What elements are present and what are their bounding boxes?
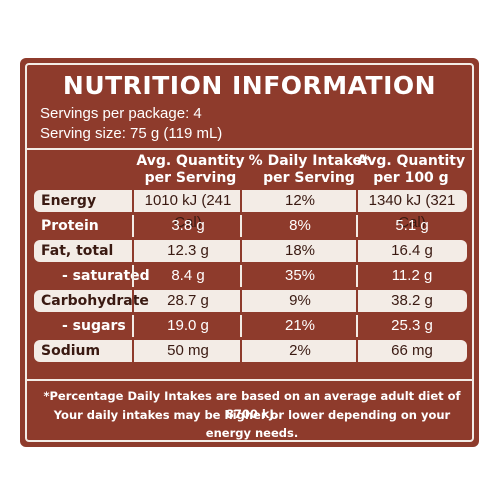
column-divider xyxy=(132,190,134,212)
column-divider xyxy=(240,190,242,212)
column-divider xyxy=(132,290,134,312)
serving-size: Serving size: 75 g (119 mL) xyxy=(40,125,223,142)
row-label: Sodium xyxy=(41,343,101,359)
row-label: - saturated xyxy=(62,268,150,284)
table-row-fat-total: Fat, total 12.3 g 18% 16.4 g xyxy=(34,240,467,262)
per-100g-value: 66 mg xyxy=(391,342,433,359)
column-divider xyxy=(356,315,358,337)
column-header-line: per Serving xyxy=(144,170,237,186)
per-serving-value: 19.0 g xyxy=(167,317,209,334)
footnote-divider xyxy=(27,379,472,381)
per-100g-value: 25.3 g xyxy=(391,317,433,334)
column-divider xyxy=(240,265,242,287)
table-row-energy: Energy 1010 kJ (241 Cal) 12% 1340 kJ (32… xyxy=(34,190,467,231)
panel-title: NUTRITION INFORMATION xyxy=(62,71,437,100)
footnote-line-2: Your daily intakes may be higher or lowe… xyxy=(53,408,451,440)
per-serving-value: 8.4 g xyxy=(171,267,205,284)
column-divider xyxy=(132,340,134,362)
per-100g-value: 11.2 g xyxy=(391,267,433,284)
column-header-line: Avg. Quantity xyxy=(136,153,245,169)
column-divider xyxy=(356,340,358,362)
column-header-line: per 100 g xyxy=(373,170,449,186)
footnote-line-1: *Percentage Daily Intakes are based on a… xyxy=(43,389,461,421)
column-divider xyxy=(356,240,358,262)
nutrition-panel: NUTRITION INFORMATION Servings per packa… xyxy=(20,58,479,447)
per-serving-value: 12.3 g xyxy=(167,242,209,259)
column-header-line: % Daily Intake* xyxy=(248,153,370,169)
column-header-avg-per-serving: Avg. Quantity per Serving xyxy=(133,153,248,187)
daily-intake-value: 21% xyxy=(284,317,316,334)
column-divider xyxy=(240,215,242,237)
per-serving-value: 3.8 g xyxy=(171,217,205,234)
column-divider xyxy=(132,240,134,262)
column-divider xyxy=(356,265,358,287)
column-divider xyxy=(132,315,134,337)
row-label: Carbohydrate xyxy=(41,293,149,309)
table-row-saturated: - saturated 8.4 g 35% 11.2 g xyxy=(34,265,467,287)
table-row-sugars: - sugars 19.0 g 21% 25.3 g xyxy=(34,315,467,337)
row-label: Protein xyxy=(41,218,99,234)
daily-intake-value: 8% xyxy=(289,217,311,234)
daily-intake-value: 18% xyxy=(284,242,316,259)
nutrition-panel-border: NUTRITION INFORMATION Servings per packa… xyxy=(25,63,474,442)
per-100g-value: 5.1 g xyxy=(395,217,429,234)
column-divider xyxy=(132,265,134,287)
row-label: - sugars xyxy=(62,318,126,334)
column-divider xyxy=(240,315,242,337)
per-serving-value: 28.7 g xyxy=(167,292,209,309)
per-serving-value: 50 mg xyxy=(167,342,209,359)
column-divider xyxy=(132,215,134,237)
column-divider xyxy=(240,340,242,362)
per-100g-value: 16.4 g xyxy=(391,242,433,259)
per-100g-value: 1340 kJ (321 Cal) xyxy=(368,192,456,231)
servings-per-package: Servings per package: 4 xyxy=(40,105,202,122)
daily-intake-value: 2% xyxy=(289,342,311,359)
column-divider xyxy=(240,290,242,312)
column-header-line: per Serving xyxy=(263,170,355,186)
daily-intake-value: 9% xyxy=(289,292,311,309)
column-divider xyxy=(356,190,358,212)
per-100g-value: 38.2 g xyxy=(391,292,433,309)
header-divider xyxy=(27,148,472,150)
column-divider xyxy=(356,290,358,312)
column-divider xyxy=(240,240,242,262)
column-header-daily-intake: % Daily Intake* per Serving xyxy=(239,153,379,187)
row-label: Fat, total xyxy=(41,243,114,259)
row-label: Energy xyxy=(41,193,97,209)
table-row-carbohydrate: Carbohydrate 28.7 g 9% 38.2 g xyxy=(34,290,467,312)
per-serving-value: 1010 kJ (241 Cal) xyxy=(144,192,232,231)
column-header-avg-per-100g: Avg. Quantity per 100 g xyxy=(355,153,467,187)
table-row-sodium: Sodium 50 mg 2% 66 mg xyxy=(34,340,467,362)
column-divider xyxy=(356,215,358,237)
table-row-protein: Protein 3.8 g 8% 5.1 g xyxy=(34,215,467,237)
column-header-line: Avg. Quantity xyxy=(356,153,466,169)
daily-intake-value: 12% xyxy=(284,192,316,209)
daily-intake-value: 35% xyxy=(284,267,316,284)
